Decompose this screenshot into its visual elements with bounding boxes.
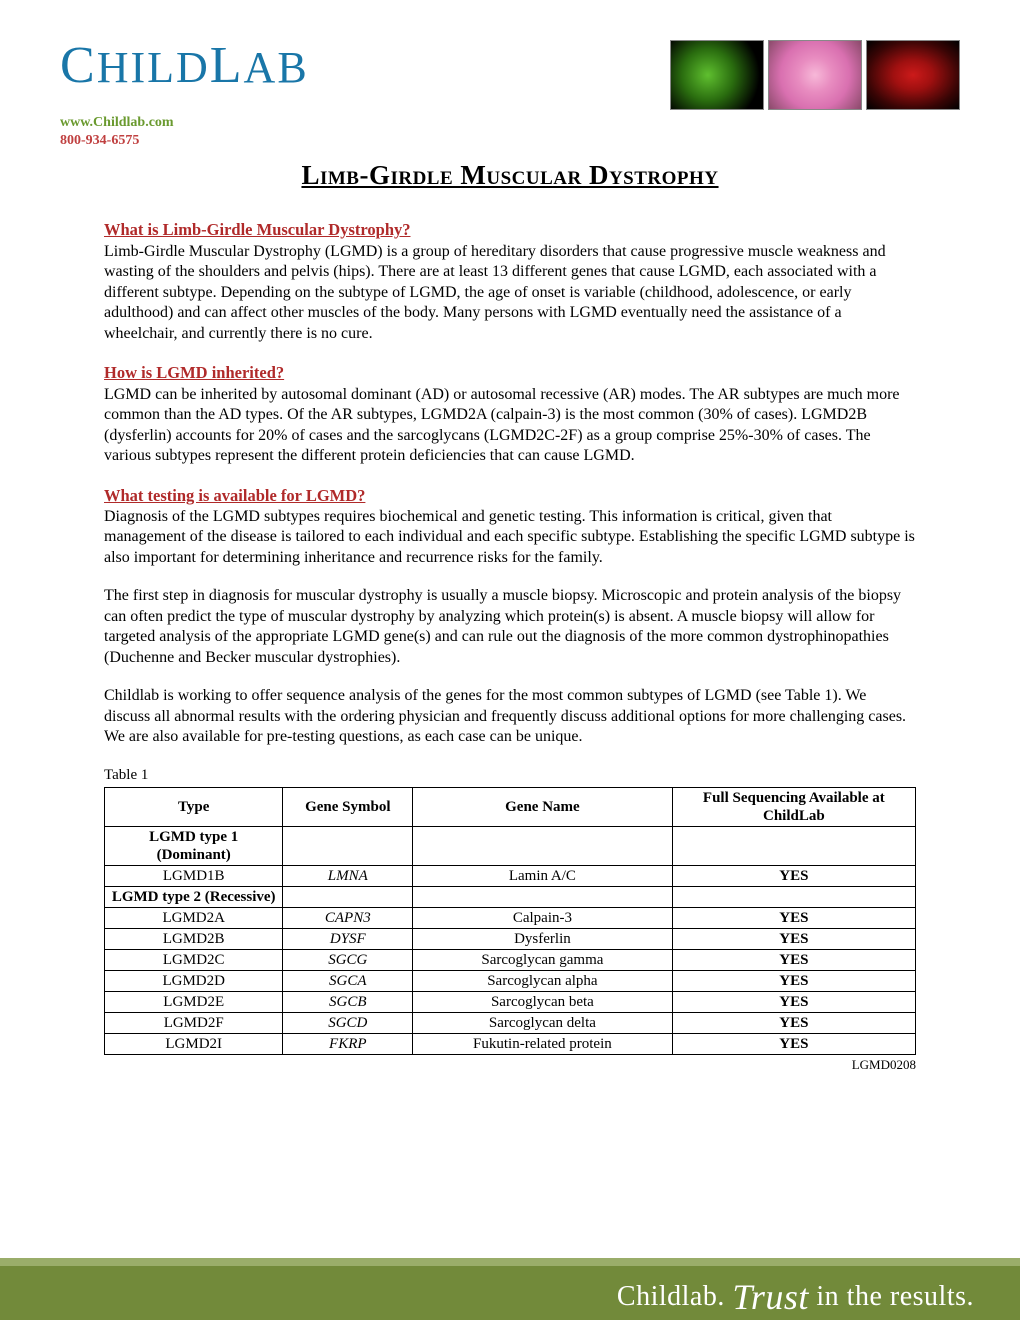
page-title: Limb-Girdle Muscular Dystrophy <box>60 160 960 191</box>
footer-bar: Childlab. Trust in the results. <box>0 1258 1020 1320</box>
empty-cell <box>283 886 413 907</box>
table-group-row: LGMD type 1 (Dominant) <box>105 826 916 865</box>
cell-type: LGMD2F <box>105 1012 283 1033</box>
header-images <box>670 40 960 110</box>
cell-symbol: DYSF <box>283 928 413 949</box>
table-row: LGMD2BDYSFDysferlinYES <box>105 928 916 949</box>
cell-name: Sarcoglycan beta <box>413 991 673 1012</box>
header-image-2 <box>768 40 862 110</box>
cell-type: LGMD2B <box>105 928 283 949</box>
cell-type: LGMD2I <box>105 1033 283 1054</box>
empty-cell <box>672 886 915 907</box>
paragraph-childlab: Childlab is working to offer sequence an… <box>104 686 916 747</box>
table-group-row: LGMD type 2 (Recessive) <box>105 886 916 907</box>
cell-name: Sarcoglycan delta <box>413 1012 673 1033</box>
cell-name: Sarcoglycan alpha <box>413 970 673 991</box>
cell-avail: YES <box>672 970 915 991</box>
group-title: LGMD type 1 (Dominant) <box>105 826 283 865</box>
phone-text: 800-934-6575 <box>60 132 960 150</box>
section-2: How is LGMD inherited? LGMD can be inher… <box>104 362 916 466</box>
section-heading: What testing is available for LGMD? <box>104 486 365 505</box>
table-label: Table 1 <box>104 766 916 785</box>
section-body: Limb-Girdle Muscular Dystrophy (LGMD) is… <box>104 243 886 342</box>
table-row: LGMD2FSGCDSarcoglycan deltaYES <box>105 1012 916 1033</box>
logo-text: CHILDLAB <box>60 40 309 92</box>
page-content: CHILDLAB www.Childlab.com 800-934-6575 L… <box>0 0 1020 1073</box>
cell-name: Calpain-3 <box>413 907 673 928</box>
cell-symbol: FKRP <box>283 1033 413 1054</box>
table-row: LGMD1BLMNALamin A/CYES <box>105 865 916 886</box>
empty-cell <box>413 826 673 865</box>
cell-name: Fukutin-related protein <box>413 1033 673 1054</box>
logo-block: CHILDLAB <box>60 40 309 92</box>
section-3: What testing is available for LGMD? Diag… <box>104 485 916 569</box>
cell-avail: YES <box>672 865 915 886</box>
cell-symbol: SGCB <box>283 991 413 1012</box>
body-content: What is Limb-Girdle Muscular Dystrophy? … <box>60 219 960 1055</box>
cell-type: LGMD2A <box>105 907 283 928</box>
empty-cell <box>672 826 915 865</box>
cell-name: Dysferlin <box>413 928 673 949</box>
col-avail: Full Sequencing Available at ChildLab <box>672 787 915 826</box>
col-name: Gene Name <box>413 787 673 826</box>
paragraph-biopsy: The first step in diagnosis for muscular… <box>104 586 916 668</box>
cell-avail: YES <box>672 907 915 928</box>
cell-symbol: SGCG <box>283 949 413 970</box>
empty-cell <box>283 826 413 865</box>
footer-prefix: Childlab. <box>617 1281 732 1312</box>
table-row: LGMD2CSGCGSarcoglycan gammaYES <box>105 949 916 970</box>
section-heading: What is Limb-Girdle Muscular Dystrophy? <box>104 220 411 239</box>
table-row: LGMD2DSGCASarcoglycan alphaYES <box>105 970 916 991</box>
website-text: www.Childlab.com <box>60 114 960 132</box>
section-body: LGMD can be inherited by autosomal domin… <box>104 386 900 464</box>
cell-symbol: CAPN3 <box>283 907 413 928</box>
table-header-row: Type Gene Symbol Gene Name Full Sequenci… <box>105 787 916 826</box>
section-1: What is Limb-Girdle Muscular Dystrophy? … <box>104 219 916 344</box>
gene-table: Type Gene Symbol Gene Name Full Sequenci… <box>104 787 916 1055</box>
table-row: LGMD2ACAPN3Calpain-3YES <box>105 907 916 928</box>
contact-block: www.Childlab.com 800-934-6575 <box>60 114 960 150</box>
col-symbol: Gene Symbol <box>283 787 413 826</box>
cell-type: LGMD2D <box>105 970 283 991</box>
cell-avail: YES <box>672 928 915 949</box>
cell-symbol: SGCA <box>283 970 413 991</box>
footer-suffix: in the results. <box>809 1281 974 1312</box>
cell-avail: YES <box>672 991 915 1012</box>
table-row: LGMD2ESGCBSarcoglycan betaYES <box>105 991 916 1012</box>
cell-name: Sarcoglycan gamma <box>413 949 673 970</box>
cell-symbol: SGCD <box>283 1012 413 1033</box>
header-image-3 <box>866 40 960 110</box>
cell-type: LGMD2C <box>105 949 283 970</box>
empty-cell <box>413 886 673 907</box>
cell-name: Lamin A/C <box>413 865 673 886</box>
section-body: Diagnosis of the LGMD subtypes requires … <box>104 508 915 566</box>
header-image-1 <box>670 40 764 110</box>
cell-type: LGMD2E <box>105 991 283 1012</box>
footer-emph: Trust <box>732 1277 809 1317</box>
table-row: LGMD2IFKRPFukutin-related proteinYES <box>105 1033 916 1054</box>
table-body: LGMD type 1 (Dominant)LGMD1BLMNALamin A/… <box>105 826 916 1054</box>
cell-symbol: LMNA <box>283 865 413 886</box>
section-heading: How is LGMD inherited? <box>104 363 284 382</box>
cell-avail: YES <box>672 1012 915 1033</box>
document-code: LGMD0208 <box>60 1057 960 1073</box>
cell-avail: YES <box>672 1033 915 1054</box>
footer-tagline: Childlab. Trust in the results. <box>617 1276 974 1318</box>
col-type: Type <box>105 787 283 826</box>
header-row: CHILDLAB <box>60 40 960 110</box>
group-title: LGMD type 2 (Recessive) <box>105 886 283 907</box>
cell-avail: YES <box>672 949 915 970</box>
cell-type: LGMD1B <box>105 865 283 886</box>
